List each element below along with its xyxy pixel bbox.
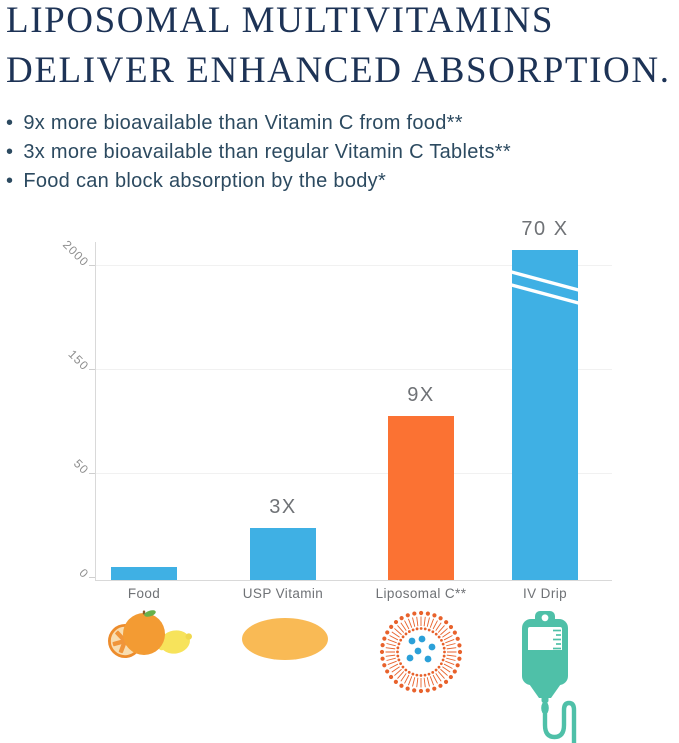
liposome-vitamin-dots xyxy=(406,635,436,663)
bar-value-label: 3X xyxy=(269,496,297,518)
liposome-inner-dots xyxy=(396,627,446,677)
iv-bag-icon xyxy=(522,611,577,743)
liposome-outer-dots xyxy=(379,610,463,694)
y-axis-tick-label: 0 xyxy=(76,565,92,582)
gridline xyxy=(95,369,612,370)
y-axis-tick xyxy=(89,369,95,370)
bullet-list: 9x more bioavailable than Vitamin C from… xyxy=(6,109,511,196)
y-axis-tick-label: 2000 xyxy=(60,237,92,270)
iv-bag-hanger-hole xyxy=(541,614,549,622)
iv-bag-liquid xyxy=(528,650,562,673)
liposome-icon xyxy=(379,610,463,694)
y-axis-tick xyxy=(89,265,95,266)
bar-usp-vitamin xyxy=(250,528,316,580)
page-title-line-2: DELIVER ENHANCED ABSORPTION. xyxy=(6,50,671,91)
liposome-spokes xyxy=(385,616,457,688)
iv-bag-port xyxy=(541,696,549,703)
x-axis-category-label: USP Vitamin xyxy=(242,586,324,601)
page-title: LIPOSOMAL MULTIVITAMINS DELIVER ENHANCED… xyxy=(6,0,671,96)
vitamin-tablet-icon xyxy=(242,618,328,660)
y-axis-line xyxy=(95,242,96,581)
gridline xyxy=(95,473,612,474)
axis-break-marks xyxy=(512,270,578,305)
bar-value-label: 70 X xyxy=(521,218,569,240)
bullet-item: Food can block absorption by the body* xyxy=(6,167,511,196)
gridline xyxy=(95,265,612,266)
bullet-item: 3x more bioavailable than regular Vitami… xyxy=(6,138,511,167)
bar-value-label: 9X xyxy=(407,384,435,406)
x-axis-line xyxy=(95,580,612,581)
lemon-icon xyxy=(158,630,192,654)
iv-bag-drip-chamber xyxy=(541,701,549,715)
bar-liposomal-c- xyxy=(388,416,454,580)
bar-iv-drip xyxy=(512,250,578,580)
iv-bag-taper xyxy=(527,681,563,698)
page-title-line-1: LIPOSOMAL MULTIVITAMINS xyxy=(6,0,555,41)
x-axis-category-label: IV Drip xyxy=(522,586,568,601)
bar-food xyxy=(111,567,177,580)
y-axis-tick-label: 50 xyxy=(70,456,92,478)
y-axis-tick xyxy=(89,473,95,474)
x-axis-category-label: Food xyxy=(127,586,161,601)
oranges-and-lemon-icon xyxy=(108,610,192,658)
y-axis-tick xyxy=(89,577,95,578)
whole-orange-icon xyxy=(123,610,165,655)
bullet-item: 9x more bioavailable than Vitamin C from… xyxy=(6,109,511,138)
iv-bag-scale-marks xyxy=(553,629,561,650)
iv-tube xyxy=(542,700,577,743)
x-axis-category-label: Liposomal C** xyxy=(375,586,467,601)
y-axis-tick-label: 150 xyxy=(65,347,92,374)
